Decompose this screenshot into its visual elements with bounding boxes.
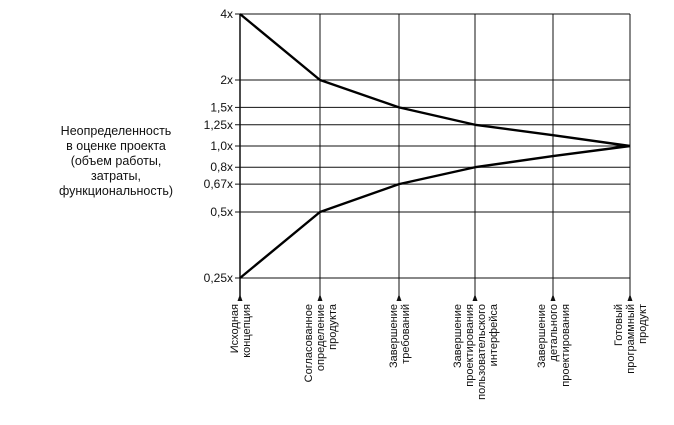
y-tick-label-8: 0,25x [204, 271, 233, 285]
y-tick-label-5: 0,8x [210, 160, 233, 174]
x-category-label-1-1: определение [315, 304, 327, 371]
x-tick-marker-5 [627, 294, 633, 301]
x-category-label-3-0: Завершение [452, 304, 464, 368]
x-category-label-2-1: требований [400, 304, 412, 364]
x-tick-marker-1 [317, 294, 323, 301]
y-tick-label-6: 0,67x [204, 177, 233, 191]
y-axis-label: Неопределенность в оценке проекта (объем… [58, 124, 174, 198]
x-category-label-3-3: интерфейса [488, 303, 500, 366]
x-tick-marker-2 [396, 294, 402, 301]
series-line-lower [239, 144, 631, 279]
x-category-label-4-0: Завершение [536, 304, 548, 368]
x-category-label-1-2: продукта [327, 303, 339, 350]
x-category-label-0-0: Исходная [229, 304, 241, 353]
x-category-label-5-2: продукт [637, 304, 649, 344]
x-category-label-5-1: программный [625, 304, 637, 374]
x-tick-marker-0 [237, 294, 243, 301]
x-category-label-0-1: концепция [241, 304, 253, 358]
x-category-label-1-0: Согласованное [303, 304, 315, 382]
x-category-label-3-2: пользовательского [476, 304, 488, 400]
series-line-upper [239, 13, 631, 148]
y-tick-label-0: 4x [220, 7, 233, 21]
x-category-label-5-0: Готовый [613, 304, 625, 346]
y-tick-label-3: 1,25x [204, 118, 233, 132]
x-category-label-2-0: Завершение [388, 304, 400, 368]
y-tick-label-2: 1,5x [210, 100, 233, 114]
x-category-label-4-2: проектирования [560, 304, 572, 387]
y-tick-label-1: 2x [220, 73, 233, 87]
y-tick-label-7: 0,5x [210, 205, 233, 219]
y-tick-label-4: 1,0x [210, 139, 233, 153]
x-tick-marker-3 [472, 294, 478, 301]
x-category-label-3-1: проектирования [464, 304, 476, 387]
x-tick-marker-4 [550, 294, 556, 301]
x-category-label-4-1: детального [548, 304, 560, 361]
